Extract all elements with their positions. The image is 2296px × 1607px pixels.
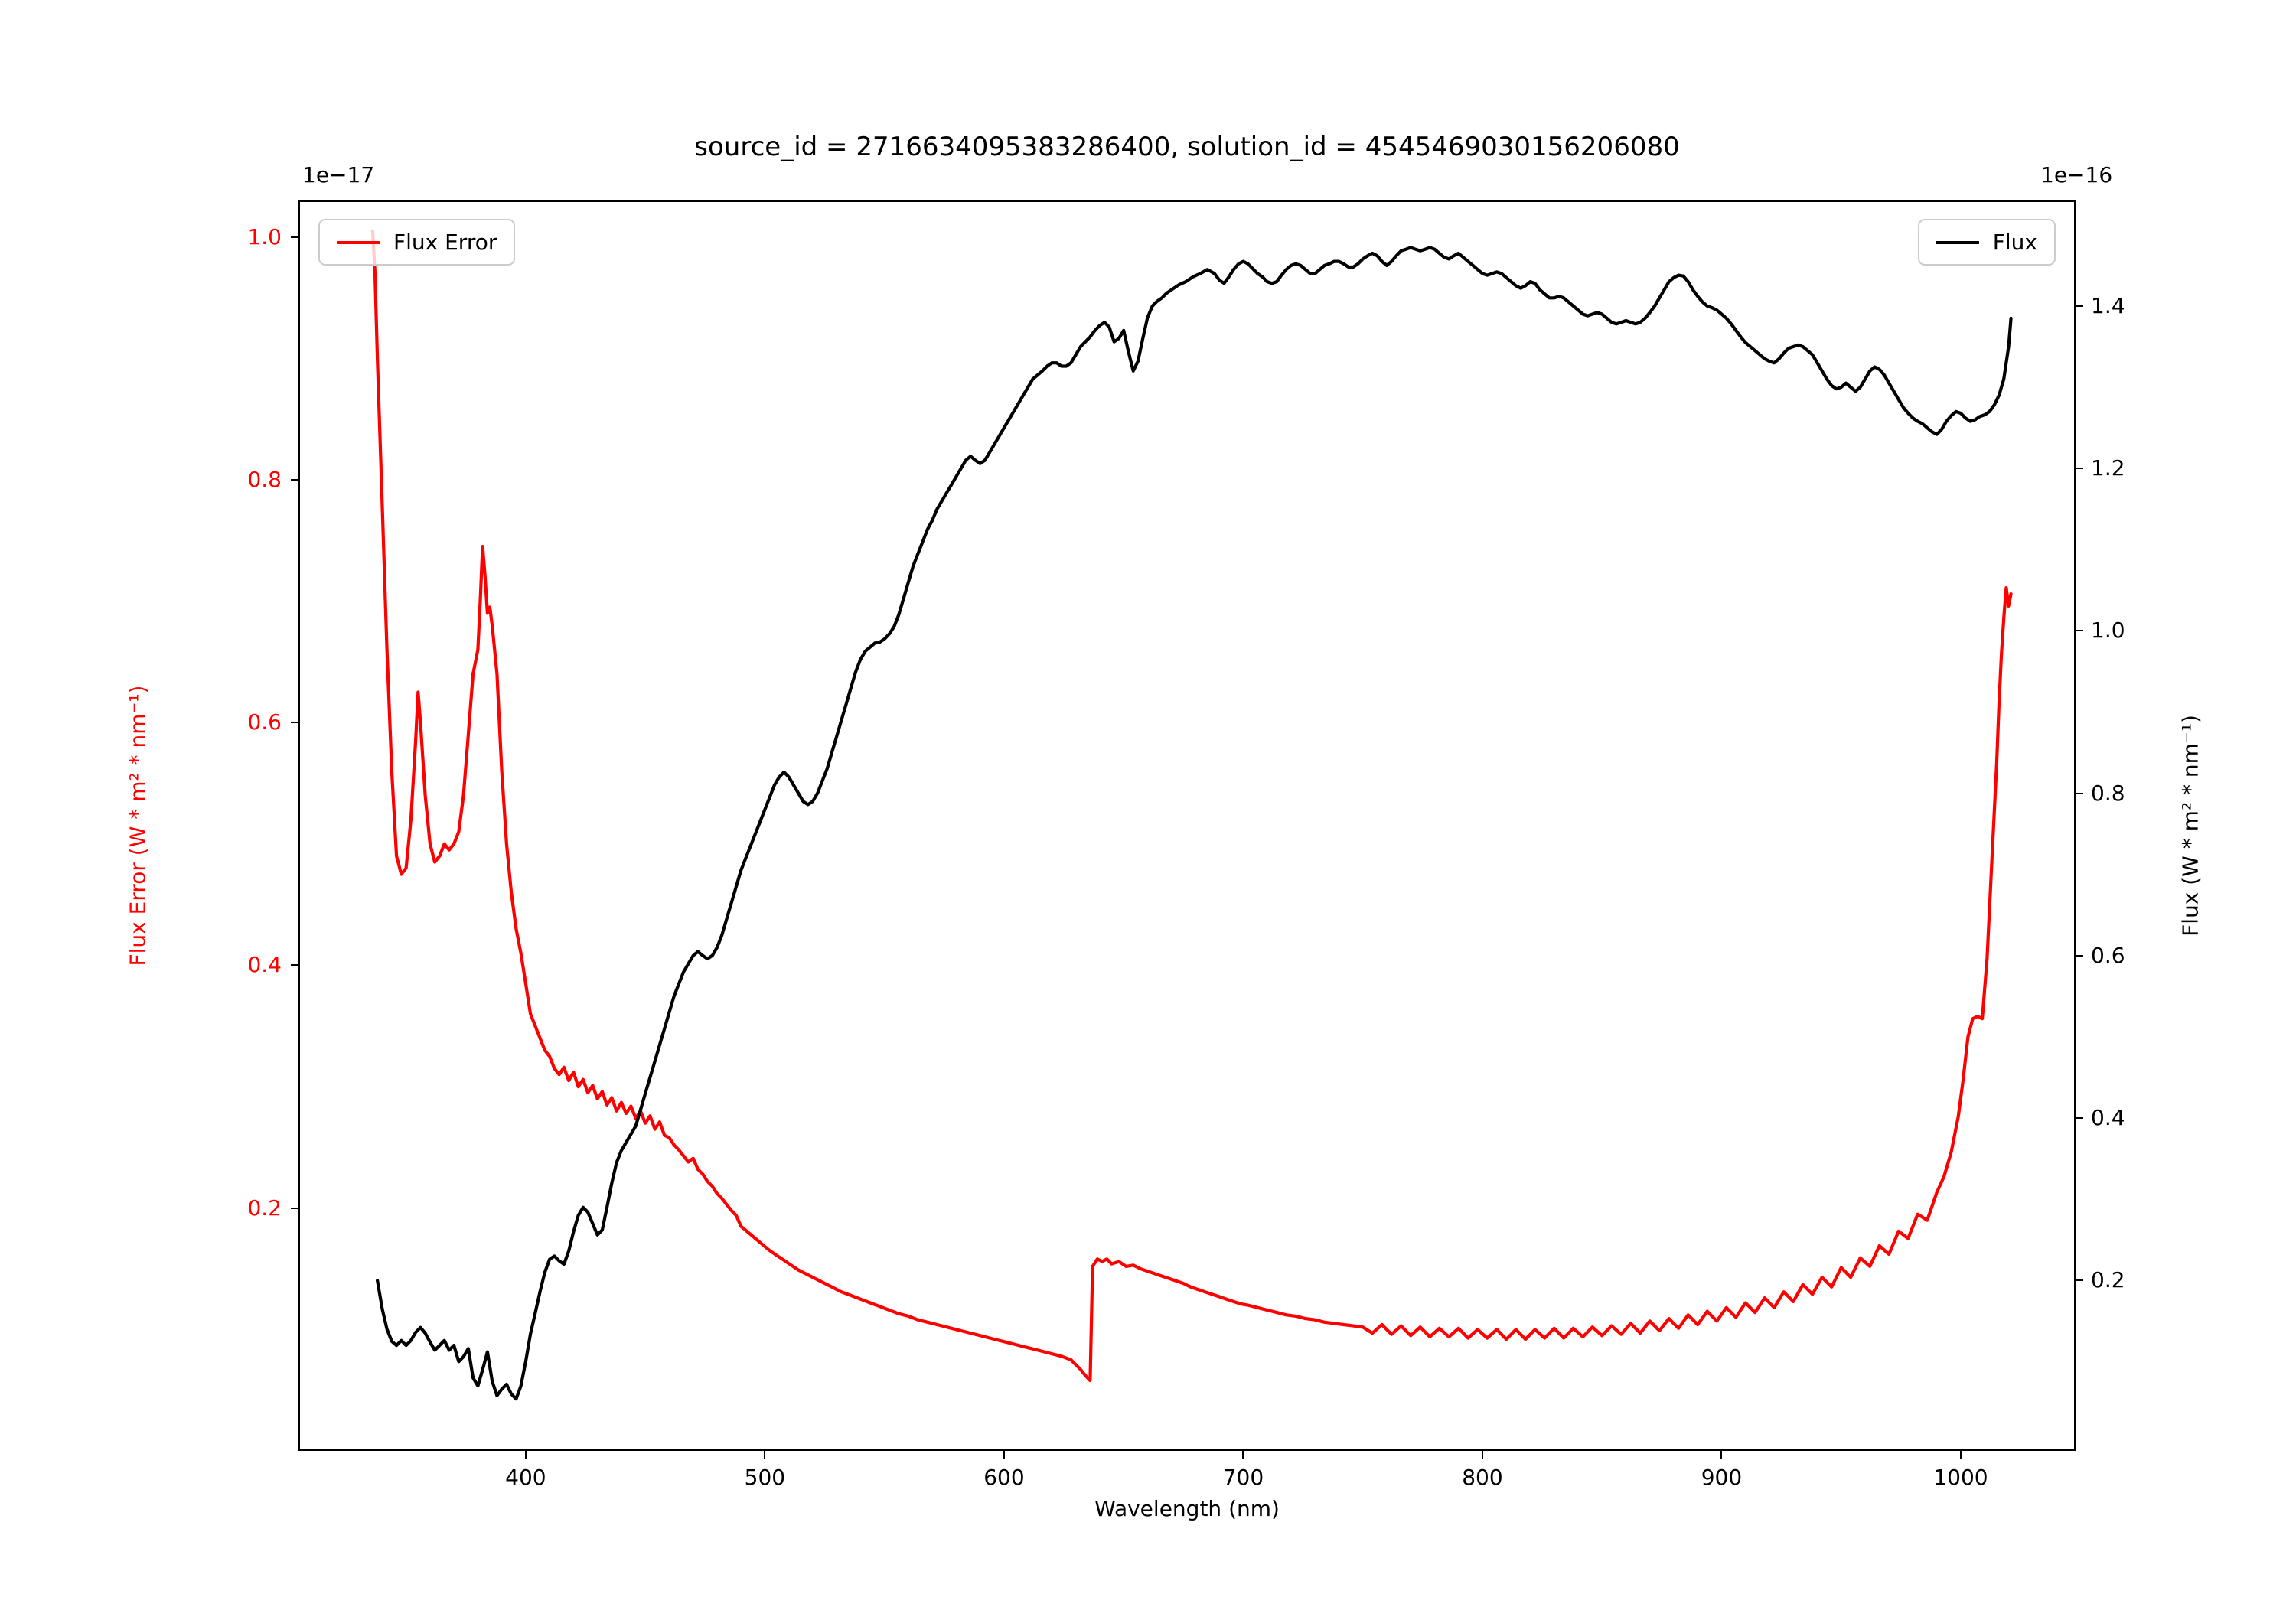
right-tick-label: 0.2	[2091, 1267, 2125, 1293]
x-axis-label: Wavelength (nm)	[1094, 1496, 1280, 1521]
right-tick-mark	[2076, 954, 2083, 957]
plot-canvas	[298, 200, 2076, 1451]
flux-error-legend-label: Flux Error	[393, 230, 497, 255]
flux-legend-label: Flux	[1992, 230, 2037, 255]
right-y-axis-label: Flux (W * m² * nm⁻¹)	[2177, 715, 2203, 937]
x-tick-label: 700	[1222, 1465, 1264, 1490]
right-axis-offset-text: 1e−16	[2040, 162, 2113, 187]
left-axis-offset-text: 1e−17	[302, 162, 375, 187]
right-tick-label: 0.8	[2091, 780, 2125, 806]
right-tick-mark	[2076, 1116, 2083, 1119]
right-tick-label: 1.0	[2091, 618, 2125, 644]
left-tick-label: 0.2	[247, 1195, 282, 1221]
right-tick-label: 1.2	[2091, 455, 2125, 481]
x-tick-label: 900	[1701, 1465, 1743, 1490]
right-tick-mark	[2076, 468, 2083, 470]
x-tick-mark	[1481, 1451, 1483, 1459]
left-tick-label: 1.0	[247, 223, 282, 249]
x-tick-label: 800	[1462, 1465, 1503, 1490]
left-tick-label: 0.4	[247, 952, 282, 978]
right-tick-label: 0.4	[2091, 1104, 2125, 1130]
right-tick-mark	[2076, 630, 2083, 632]
chart-title: source_id = 2716634095383286400, solutio…	[694, 132, 1680, 162]
flux-error-legend-line-icon	[337, 240, 380, 244]
x-tick-mark	[1959, 1451, 1962, 1459]
left-tick-mark	[291, 722, 298, 724]
right-tick-mark	[2076, 792, 2083, 794]
x-tick-label: 400	[505, 1465, 546, 1490]
right-tick-mark	[2076, 1279, 2083, 1282]
x-tick-label: 1000	[1933, 1465, 1988, 1490]
legend-flux: Flux	[1917, 219, 2056, 266]
axes-spines	[298, 200, 2076, 1451]
x-tick-mark	[1242, 1451, 1244, 1459]
x-tick-mark	[1003, 1451, 1005, 1459]
left-tick-mark	[291, 236, 298, 238]
flux-line	[375, 246, 2013, 1401]
flux-error-line	[370, 229, 2013, 1383]
left-tick-mark	[291, 1207, 298, 1209]
right-tick-label: 1.4	[2091, 292, 2125, 318]
legend-flux-error: Flux Error	[318, 219, 516, 266]
x-tick-mark	[764, 1451, 766, 1459]
x-tick-mark	[1720, 1451, 1723, 1459]
x-tick-mark	[524, 1451, 527, 1459]
right-tick-label: 0.6	[2091, 942, 2125, 968]
left-tick-mark	[291, 964, 298, 966]
left-y-axis-label: Flux Error (W * m² * nm⁻¹)	[125, 685, 151, 966]
flux-legend-line-icon	[1936, 240, 1979, 244]
left-tick-label: 0.6	[247, 709, 282, 735]
x-tick-label: 500	[744, 1465, 786, 1490]
x-tick-label: 600	[983, 1465, 1025, 1490]
left-tick-label: 0.8	[247, 466, 282, 492]
plot-area: Flux Error Flux	[298, 200, 2076, 1451]
left-tick-mark	[291, 478, 298, 481]
right-tick-mark	[2076, 305, 2083, 307]
